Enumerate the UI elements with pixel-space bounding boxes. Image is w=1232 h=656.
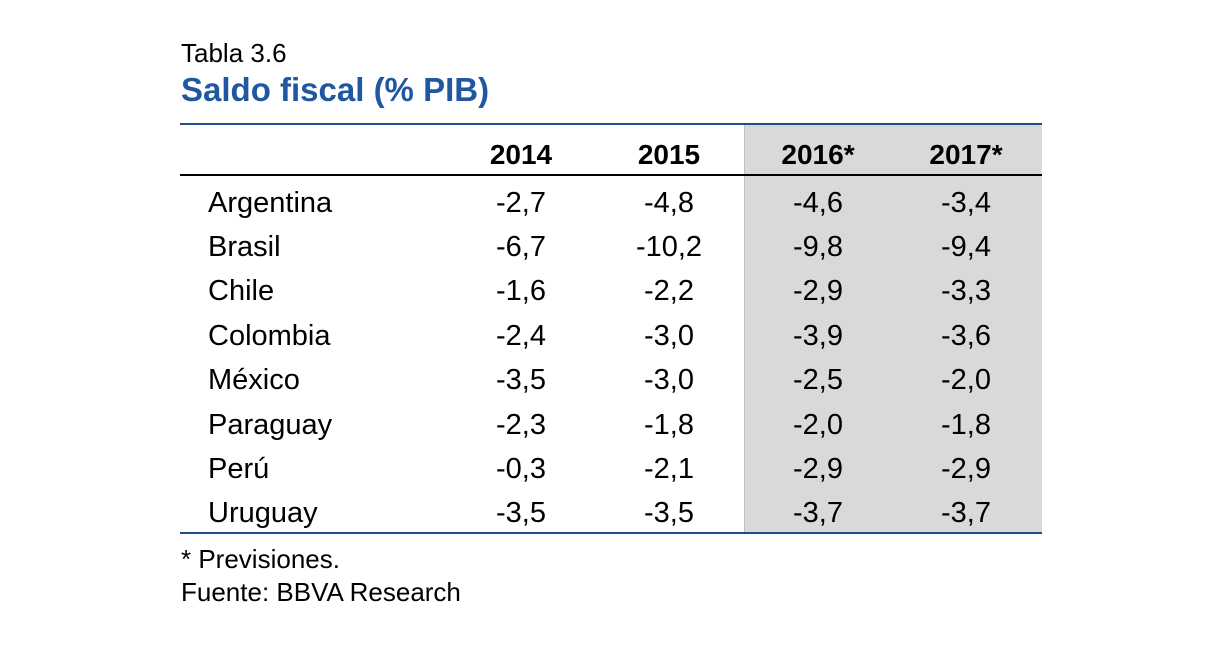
- cell-2015: -10,2: [635, 231, 703, 263]
- cell-2016: -2,0: [793, 409, 843, 441]
- cell-2016: -2,9: [793, 453, 843, 485]
- table-row: Brasil -6,7 -10,2 -9,8 -9,4: [0, 225, 1232, 269]
- table-label: Tabla 3.6: [181, 38, 287, 68]
- row-country: Perú: [208, 453, 270, 485]
- row-country: Uruguay: [208, 497, 318, 529]
- cell-2016: -4,6: [793, 187, 843, 219]
- column-header-2017: 2017*: [929, 139, 1003, 170]
- cell-2016: -3,9: [793, 320, 843, 352]
- cell-2015: -3,0: [644, 320, 694, 352]
- cell-2015: -2,1: [644, 453, 694, 485]
- row-country: México: [208, 364, 300, 396]
- header-rule: [180, 174, 1042, 176]
- table-row: Argentina -2,7 -4,8 -4,6 -3,4: [0, 181, 1232, 225]
- cell-2014: -2,7: [496, 187, 546, 219]
- cell-2014: -2,4: [496, 320, 546, 352]
- cell-2017: -3,4: [941, 187, 991, 219]
- table-row: Uruguay -3,5 -3,5 -3,7 -3,7: [0, 491, 1232, 535]
- cell-2015: -1,8: [644, 409, 694, 441]
- source-note: Fuente: BBVA Research: [181, 577, 461, 607]
- table-row: México -3,5 -3,0 -2,5 -2,0: [0, 358, 1232, 402]
- cell-2016: -2,9: [793, 275, 843, 307]
- column-header-2016: 2016*: [781, 139, 855, 170]
- cell-2015: -4,8: [644, 187, 694, 219]
- cell-2015: -2,2: [644, 275, 694, 307]
- cell-2014: -3,5: [496, 497, 546, 529]
- top-rule: [180, 123, 1042, 125]
- row-country: Brasil: [208, 231, 281, 263]
- row-country: Colombia: [208, 320, 331, 352]
- row-country: Chile: [208, 275, 275, 307]
- table-row: Colombia -2,4 -3,0 -3,9 -3,6: [0, 314, 1232, 358]
- cell-2015: -3,0: [644, 364, 694, 396]
- cell-2016: -3,7: [793, 497, 843, 529]
- forecast-shading: [744, 125, 1042, 533]
- bottom-rule: [180, 532, 1042, 534]
- cell-2017: -1,8: [941, 409, 991, 441]
- cell-2015: -3,5: [644, 497, 694, 529]
- table-row: Perú -0,3 -2,1 -2,9 -2,9: [0, 447, 1232, 491]
- column-header-2014: 2014: [489, 139, 553, 170]
- cell-2016: -2,5: [793, 364, 843, 396]
- table-row: Chile -1,6 -2,2 -2,9 -3,3: [0, 269, 1232, 313]
- cell-2014: -1,6: [496, 275, 546, 307]
- cell-2014: -0,3: [496, 453, 546, 485]
- cell-2017: -3,7: [941, 497, 991, 529]
- cell-2014: -2,3: [496, 409, 546, 441]
- cell-2017: -3,3: [941, 275, 991, 307]
- row-country: Paraguay: [208, 409, 333, 441]
- row-country: Argentina: [208, 187, 333, 219]
- column-header-2015: 2015: [637, 139, 701, 170]
- cell-2017: -3,6: [941, 320, 991, 352]
- cell-2017: -9,4: [941, 231, 991, 263]
- table-row: Paraguay -2,3 -1,8 -2,0 -1,8: [0, 403, 1232, 447]
- table-title: Saldo fiscal (% PIB): [181, 71, 490, 108]
- cell-2014: -6,7: [496, 231, 546, 263]
- forecast-shading-edge: [744, 125, 745, 533]
- cell-2014: -3,5: [496, 364, 546, 396]
- footnote: * Previsiones.: [181, 544, 340, 574]
- cell-2016: -9,8: [793, 231, 843, 263]
- cell-2017: -2,0: [941, 364, 991, 396]
- cell-2017: -2,9: [941, 453, 991, 485]
